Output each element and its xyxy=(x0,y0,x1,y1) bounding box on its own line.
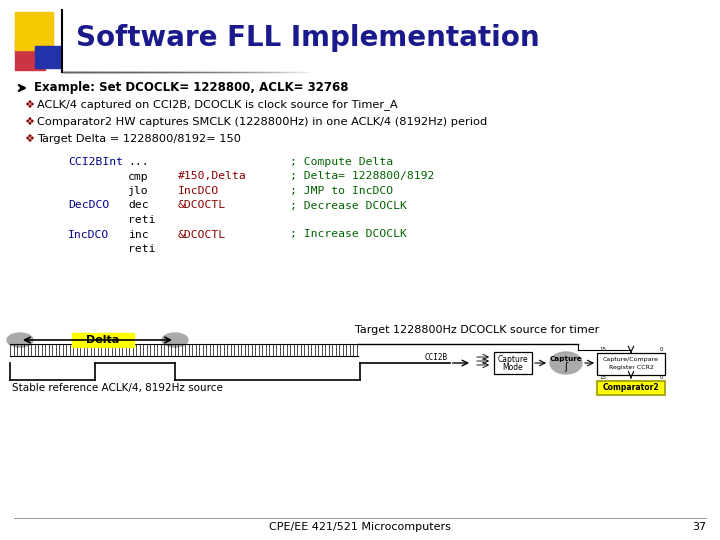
Text: Software FLL Implementation: Software FLL Implementation xyxy=(76,24,539,52)
Text: 0: 0 xyxy=(660,375,663,380)
Text: DecDCO: DecDCO xyxy=(68,200,109,211)
Text: Mode: Mode xyxy=(503,362,523,372)
Text: 37: 37 xyxy=(692,522,706,532)
Text: dec: dec xyxy=(128,200,148,211)
Text: Capture: Capture xyxy=(549,356,582,362)
Bar xyxy=(494,352,532,374)
Text: 0: 0 xyxy=(660,347,663,352)
Text: &DCOCTL: &DCOCTL xyxy=(178,200,226,211)
Text: IncDCO: IncDCO xyxy=(68,230,109,240)
Text: reti: reti xyxy=(128,244,156,254)
Text: #150,Delta: #150,Delta xyxy=(178,172,247,181)
Text: ; Delta= 1228800/8192: ; Delta= 1228800/8192 xyxy=(290,172,434,181)
Text: IncDCO: IncDCO xyxy=(178,186,220,196)
Text: ʃ: ʃ xyxy=(564,362,567,372)
Bar xyxy=(35,46,61,68)
Text: ❖: ❖ xyxy=(24,134,34,144)
Bar xyxy=(15,40,45,70)
Text: 15: 15 xyxy=(599,347,606,352)
Text: ACLK/4 captured on CCI2B, DCOCLK is clock source for Timer_A: ACLK/4 captured on CCI2B, DCOCLK is cloc… xyxy=(37,99,397,111)
Text: ...: ... xyxy=(128,157,148,167)
Text: 15: 15 xyxy=(599,375,606,380)
Text: Register CCR2: Register CCR2 xyxy=(608,364,654,369)
Text: &DCOCTL: &DCOCTL xyxy=(178,230,226,240)
Text: Capture/Compare: Capture/Compare xyxy=(603,357,659,362)
Text: ❖: ❖ xyxy=(24,117,34,127)
Text: ; Decrease DCOCLK: ; Decrease DCOCLK xyxy=(290,200,407,211)
Text: ❖: ❖ xyxy=(24,100,34,110)
Text: ; Compute Delta: ; Compute Delta xyxy=(290,157,393,167)
Text: Example: Set DCOCLK= 1228800, ACLK= 32768: Example: Set DCOCLK= 1228800, ACLK= 3276… xyxy=(34,82,348,94)
Ellipse shape xyxy=(7,333,33,347)
Text: Comparator2: Comparator2 xyxy=(603,383,660,393)
Text: CCI2BInt: CCI2BInt xyxy=(68,157,123,167)
Text: ; Increase DCOCLK: ; Increase DCOCLK xyxy=(290,230,407,240)
Text: Stable reference ACLK/4, 8192Hz source: Stable reference ACLK/4, 8192Hz source xyxy=(12,383,223,393)
Text: cmp: cmp xyxy=(128,172,148,181)
Text: CPE/EE 421/521 Microcomputers: CPE/EE 421/521 Microcomputers xyxy=(269,522,451,532)
Text: CCI2B: CCI2B xyxy=(425,353,448,361)
Text: jlo: jlo xyxy=(128,186,148,196)
Bar xyxy=(597,381,665,395)
Text: ; JMP to IncDCO: ; JMP to IncDCO xyxy=(290,186,393,196)
Text: Target 1228800Hz DCOCLK source for timer: Target 1228800Hz DCOCLK source for timer xyxy=(355,325,599,335)
Ellipse shape xyxy=(550,352,582,374)
Text: Target Delta = 1228800/8192= 150: Target Delta = 1228800/8192= 150 xyxy=(37,134,241,144)
Text: Delta: Delta xyxy=(86,335,120,345)
Text: Capture: Capture xyxy=(498,354,528,363)
Bar xyxy=(72,333,134,347)
Text: Comparator2 HW captures SMCLK (1228800Hz) in one ACLK/4 (8192Hz) period: Comparator2 HW captures SMCLK (1228800Hz… xyxy=(37,117,487,127)
Bar xyxy=(15,12,53,50)
Text: reti: reti xyxy=(128,215,156,225)
Text: inc: inc xyxy=(128,230,148,240)
Bar xyxy=(597,353,665,375)
Ellipse shape xyxy=(162,333,188,347)
